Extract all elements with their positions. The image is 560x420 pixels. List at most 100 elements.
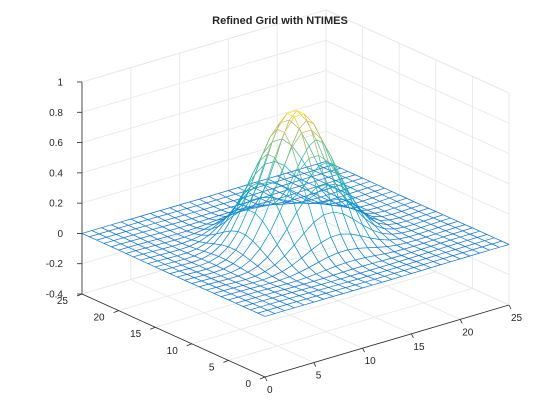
mesh-line — [347, 191, 359, 207]
mesh-line — [359, 235, 368, 248]
mesh-line — [277, 307, 285, 312]
mesh-line — [276, 228, 288, 245]
mesh-line — [123, 237, 131, 242]
mesh-line — [211, 225, 219, 230]
mesh-line — [277, 198, 285, 203]
mesh-line — [235, 279, 246, 283]
mesh-line — [447, 242, 458, 247]
mesh-line — [142, 231, 151, 237]
mesh-line — [250, 309, 258, 314]
mesh-line — [137, 222, 146, 227]
mesh-line — [328, 161, 339, 176]
mesh-line — [233, 210, 241, 216]
mesh-line — [381, 216, 390, 221]
mesh-line — [315, 187, 324, 216]
mesh-line — [250, 306, 261, 311]
mesh-line — [152, 226, 163, 230]
mesh-line — [194, 255, 202, 260]
mesh-line — [145, 225, 153, 230]
mesh-line — [433, 236, 444, 241]
mesh-line — [199, 241, 207, 244]
mesh-line — [320, 189, 332, 201]
mesh-line — [455, 246, 466, 250]
mesh-line — [391, 191, 400, 196]
mesh-line — [135, 225, 146, 230]
mesh-line — [499, 244, 510, 248]
mesh-line — [230, 210, 241, 232]
mesh-line — [279, 279, 288, 285]
mesh-line — [450, 236, 461, 241]
mesh-line — [406, 264, 414, 268]
mesh-line — [374, 190, 383, 196]
mesh-line — [186, 230, 195, 234]
mesh-line — [369, 237, 380, 240]
mesh-line — [494, 237, 502, 242]
mesh-line — [230, 272, 239, 277]
mesh-line — [403, 267, 414, 271]
mesh-line — [218, 214, 229, 227]
mesh-line — [203, 209, 212, 214]
mesh-line — [189, 224, 197, 229]
mesh-line — [189, 245, 197, 250]
mesh-line — [394, 248, 405, 252]
mesh-line — [301, 289, 310, 294]
mesh-line — [352, 287, 363, 292]
mesh-line — [408, 255, 419, 259]
mesh-line — [181, 264, 190, 269]
mesh-line — [184, 233, 195, 238]
mesh-line — [162, 248, 171, 253]
mesh-line — [159, 232, 168, 237]
mesh-line — [247, 291, 258, 295]
mesh-line — [220, 275, 229, 280]
mesh-line — [147, 219, 156, 224]
y-tick — [259, 376, 266, 380]
mesh-line — [189, 198, 200, 203]
mesh-line — [177, 255, 185, 260]
mesh-line — [428, 207, 436, 212]
mesh-line — [301, 257, 310, 268]
mesh-line — [310, 129, 320, 156]
mesh-line — [272, 198, 280, 205]
mesh-line — [406, 220, 414, 225]
mesh-line — [130, 215, 141, 220]
mesh-line — [191, 215, 202, 219]
mesh-line — [257, 309, 268, 314]
mesh-line — [213, 292, 222, 297]
mesh-line — [159, 207, 170, 211]
mesh-line — [208, 193, 219, 197]
mesh-line — [320, 138, 332, 157]
mesh-line — [255, 187, 263, 193]
mesh-line — [262, 196, 273, 222]
mesh-line — [267, 129, 278, 155]
mesh-line — [360, 206, 368, 211]
mesh-line — [364, 257, 373, 264]
mesh-line — [416, 239, 424, 244]
mesh-line — [194, 274, 205, 279]
mesh-line — [389, 219, 397, 224]
mesh-line — [242, 254, 251, 261]
mesh-line — [199, 218, 209, 223]
mesh-line — [308, 155, 319, 159]
mesh-line — [181, 262, 192, 266]
mesh-line — [357, 190, 366, 195]
mesh-line — [347, 249, 356, 261]
mesh-line — [416, 236, 427, 241]
mesh-line — [406, 239, 417, 244]
mesh-line — [308, 292, 317, 297]
mesh-line — [262, 300, 271, 305]
mesh-line — [301, 286, 312, 291]
mesh-line — [301, 145, 310, 160]
mesh-line — [147, 238, 158, 243]
grid-line — [118, 238, 363, 311]
mesh-line — [360, 269, 371, 274]
mesh-line — [318, 179, 327, 184]
mesh-line — [320, 173, 329, 178]
mesh-line — [172, 243, 183, 247]
mesh-line — [296, 169, 305, 174]
mesh-line — [355, 284, 363, 289]
mesh-line — [133, 231, 144, 236]
mesh-line — [391, 214, 400, 219]
mesh-line — [286, 301, 297, 305]
mesh-line — [150, 257, 158, 262]
mesh-line — [174, 261, 183, 266]
